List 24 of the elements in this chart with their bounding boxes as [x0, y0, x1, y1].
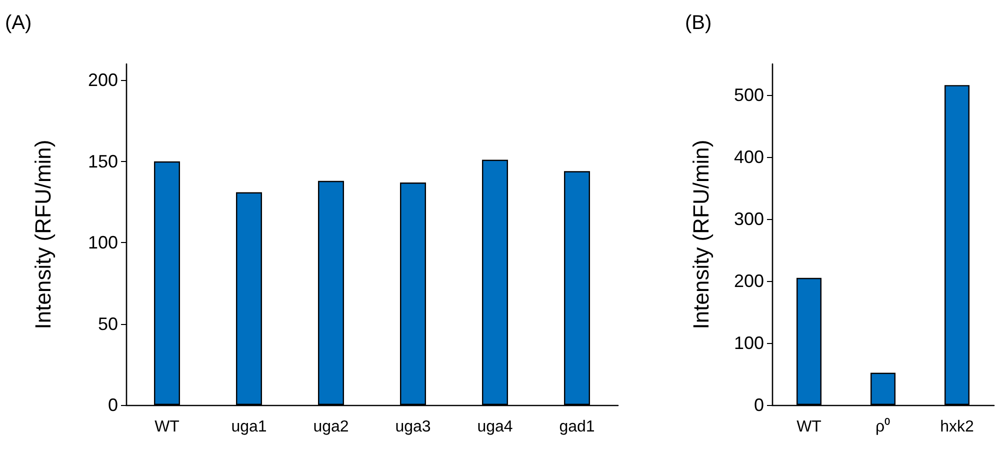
y-tick-label: 500 [734, 85, 764, 105]
x-tick-label: WT [796, 418, 822, 436]
y-axis-title: Intensity (RFU/min) [688, 140, 714, 330]
x-tick-label: gad1 [559, 418, 595, 436]
y-tick-label: 400 [734, 147, 764, 167]
y-tick-label: 0 [754, 395, 764, 415]
y-tick-label: 200 [734, 271, 764, 291]
y-tick-label: 100 [88, 232, 118, 253]
x-tick-label: uga4 [477, 418, 513, 436]
x-tick-label: hxk2 [940, 418, 974, 436]
y-tick-label: 50 [98, 314, 118, 334]
y-tick-label: 100 [734, 333, 764, 353]
x-tick-label: uga3 [395, 418, 431, 436]
y-tick-label: 200 [88, 70, 118, 90]
y-tick-label: 300 [734, 209, 764, 229]
y-axis-title: Intensity (RFU/min) [30, 140, 56, 330]
y-tick-label: 150 [88, 151, 118, 172]
x-tick-label: uga2 [313, 418, 349, 436]
x-tick-label: ρ⁰ [875, 418, 891, 436]
chart-title: (B) [685, 12, 712, 34]
chart-title: (A) [5, 12, 32, 34]
x-tick-label: WT [154, 418, 180, 436]
y-tick-label: 0 [108, 395, 118, 415]
x-tick-label: uga1 [231, 418, 267, 436]
